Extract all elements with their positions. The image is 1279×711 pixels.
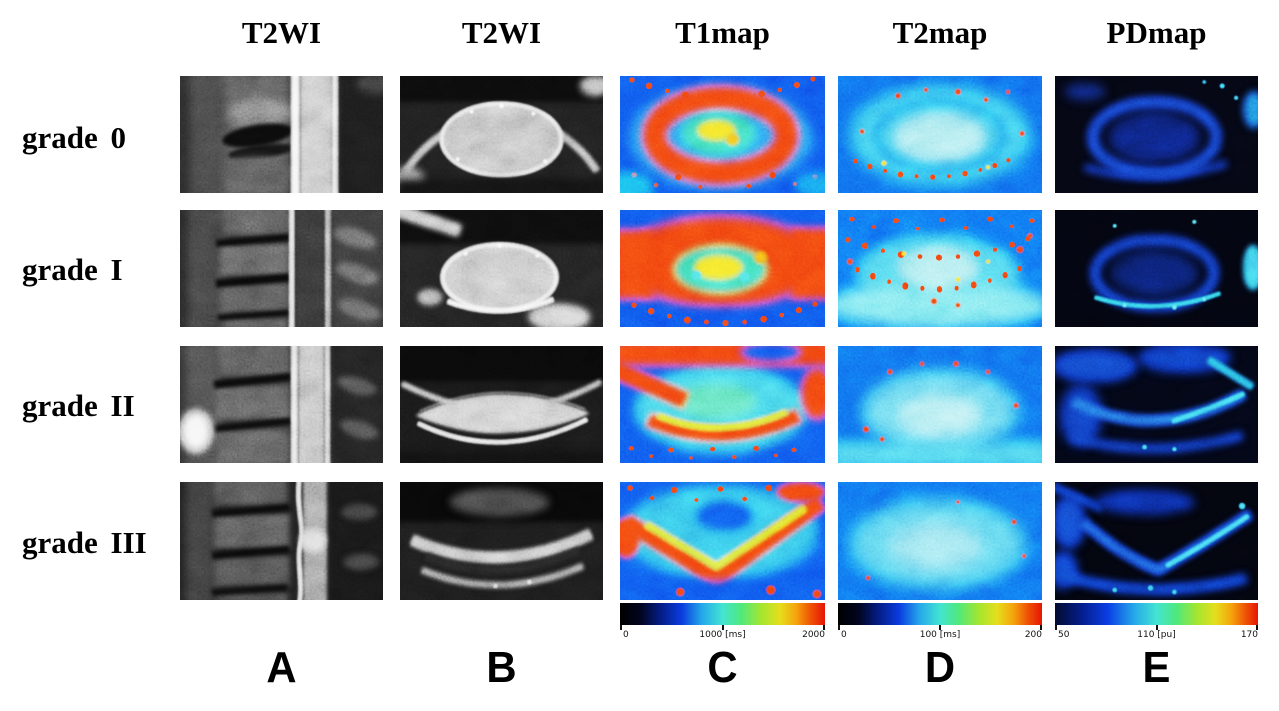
colorbar-tick bbox=[1055, 625, 1057, 630]
panel-letter-a: A bbox=[266, 643, 297, 692]
colorbar-tick bbox=[823, 625, 825, 630]
panel-letter-c: C bbox=[707, 643, 738, 692]
colorbar-min-label: 0 bbox=[841, 630, 847, 640]
mri-image-t2wi-sagittal-grade1 bbox=[180, 210, 383, 327]
column-header-t1map: T1map bbox=[675, 15, 770, 50]
parametric-map-t2-grade0 bbox=[838, 76, 1042, 193]
parametric-map-t2-grade3 bbox=[838, 482, 1042, 600]
colorbar-max-label: 200 bbox=[1024, 630, 1042, 640]
colorbar-mid-label: 110 [pu] bbox=[1137, 630, 1176, 640]
panel-letter-e: E bbox=[1142, 643, 1171, 692]
parametric-map-t2-grade1 bbox=[838, 210, 1042, 327]
parametric-map-t1-grade3 bbox=[620, 482, 825, 600]
colorbar-t2map-gradient bbox=[838, 603, 1042, 625]
mri-image-t2wi-axial-grade0 bbox=[400, 76, 603, 193]
row-label-grade-0: grade 0 bbox=[22, 120, 127, 155]
mri-image-t2wi-axial-grade1 bbox=[400, 210, 603, 327]
colorbar-t1map: 0 1000 [ms] 2000 bbox=[620, 603, 825, 643]
panel-letter-b: B bbox=[486, 643, 517, 692]
colorbar-pdmap: 50 110 [pu] 170 bbox=[1055, 603, 1258, 643]
row-label-grade-1: grade I bbox=[22, 252, 123, 287]
colorbar-t2map: 0 100 [ms] 200 bbox=[838, 603, 1042, 643]
parametric-map-pd-grade0 bbox=[1055, 76, 1258, 193]
parametric-map-t2-grade2 bbox=[838, 346, 1042, 463]
colorbar-mid-label: 100 [ms] bbox=[919, 630, 961, 640]
colorbar-tick bbox=[1155, 625, 1158, 630]
panel-letter-d: D bbox=[924, 643, 956, 692]
column-header-pdmap: PDmap bbox=[1106, 15, 1207, 50]
colorbar-max-label: 2000 bbox=[802, 630, 825, 640]
colorbar-tick bbox=[1256, 625, 1258, 630]
parametric-map-pd-grade2 bbox=[1055, 346, 1258, 463]
colorbar-t1map-gradient bbox=[620, 603, 825, 625]
mri-image-t2wi-axial-grade2 bbox=[400, 346, 603, 463]
parametric-map-t1-grade2 bbox=[620, 346, 825, 463]
parametric-map-t1-grade1 bbox=[620, 210, 825, 327]
mri-image-t2wi-axial-grade3 bbox=[400, 482, 603, 600]
colorbar-tick bbox=[620, 625, 622, 630]
colorbar-tick bbox=[838, 625, 840, 630]
mri-image-t2wi-sagittal-grade0 bbox=[180, 76, 383, 193]
parametric-map-pd-grade1 bbox=[1055, 210, 1258, 327]
colorbar-max-label: 170 bbox=[1240, 630, 1258, 640]
mri-image-t2wi-sagittal-grade2 bbox=[180, 346, 383, 463]
column-header-t2map: T2map bbox=[892, 15, 988, 50]
column-header-t2wi-axial: T2WI bbox=[461, 15, 542, 50]
parametric-map-t1-grade0 bbox=[620, 76, 825, 193]
colorbar-pdmap-gradient bbox=[1055, 603, 1258, 625]
colorbar-tick bbox=[1040, 625, 1042, 630]
colorbar-min-label: 50 bbox=[1058, 630, 1070, 640]
colorbar-mid-label: 1000 [ms] bbox=[699, 630, 746, 640]
row-label-grade-2: grade II bbox=[22, 388, 135, 423]
mri-image-t2wi-sagittal-grade3 bbox=[180, 482, 383, 600]
colorbar-min-label: 0 bbox=[623, 630, 629, 640]
row-label-grade-3: grade III bbox=[22, 525, 147, 560]
colorbar-tick bbox=[721, 625, 724, 630]
colorbar-tick bbox=[939, 625, 941, 630]
parametric-map-pd-grade3 bbox=[1055, 482, 1258, 600]
column-header-t2wi-sagittal: T2WI bbox=[241, 15, 322, 50]
